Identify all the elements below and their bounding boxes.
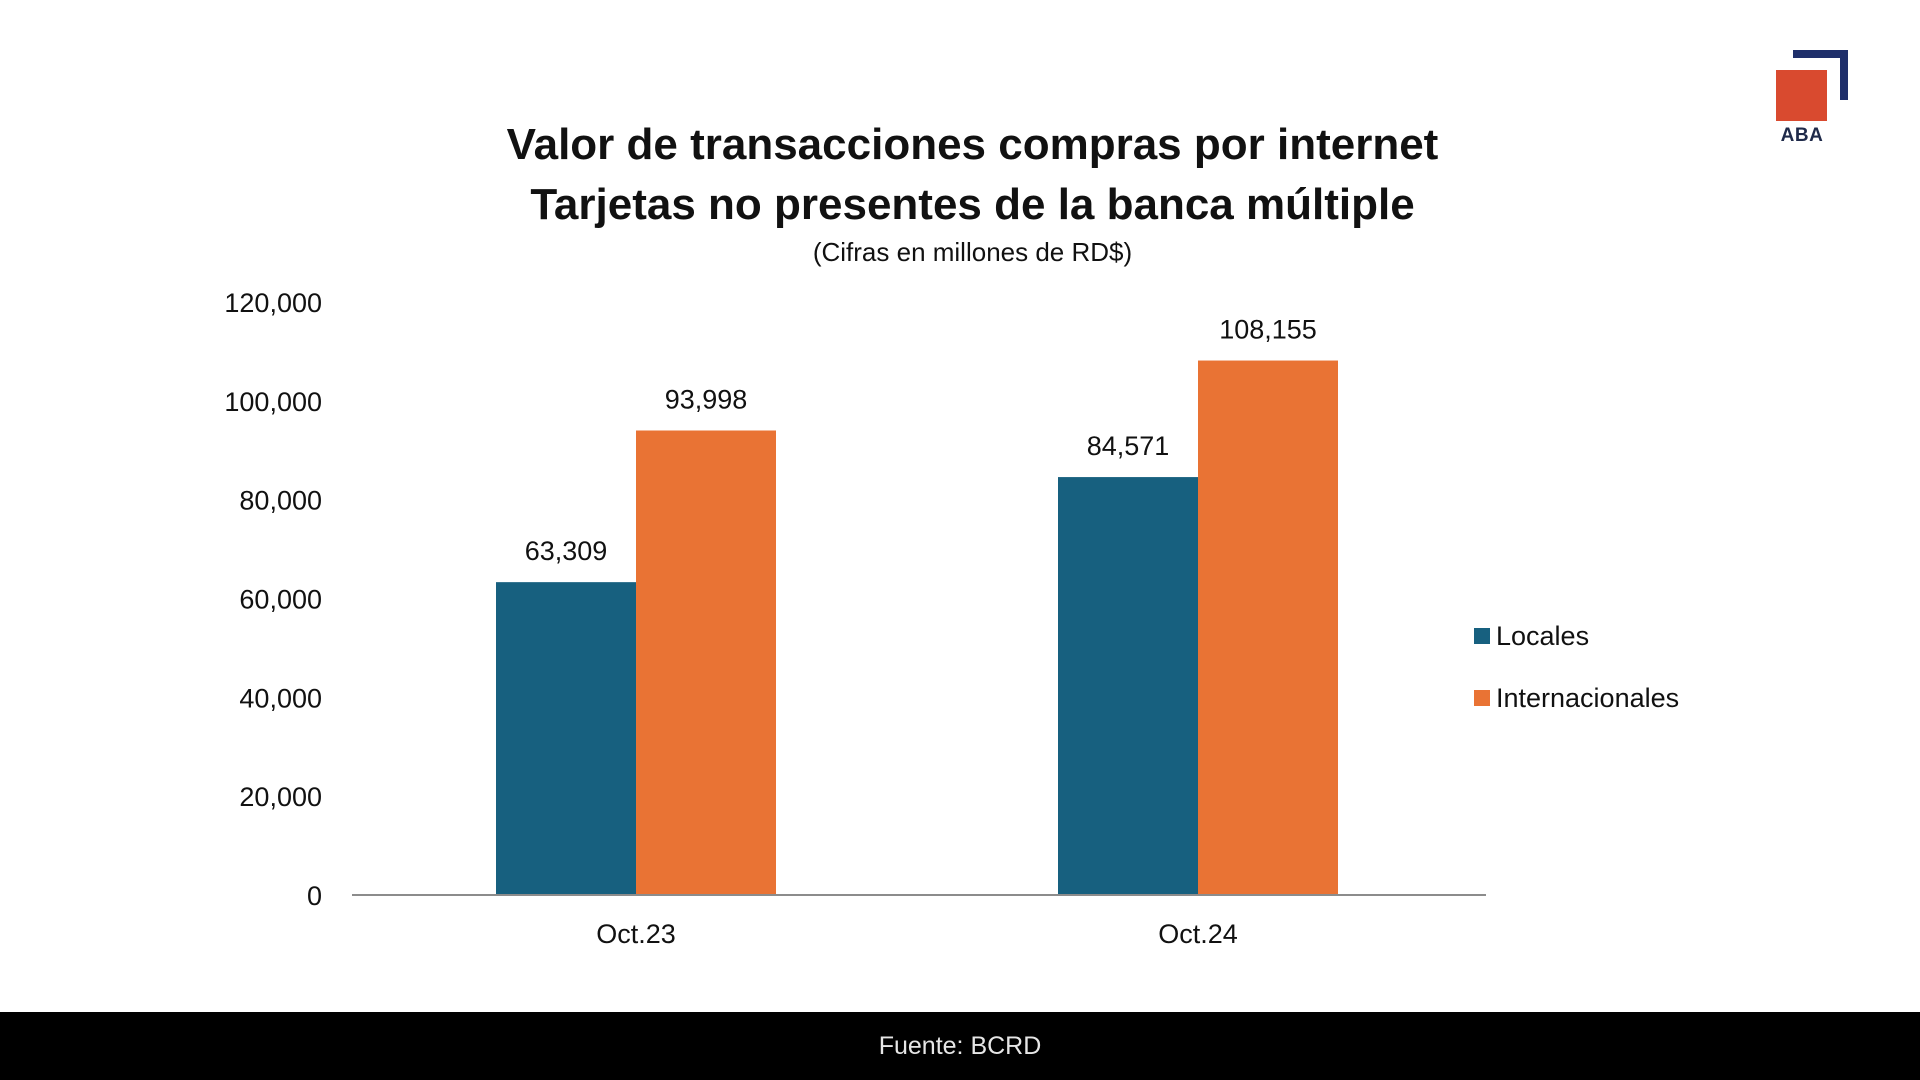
x-tick-label: Oct.23 (596, 919, 676, 949)
legend-label-locales: Locales (1496, 620, 1590, 651)
legend-swatch-locales (1474, 628, 1490, 644)
data-label: 63,309 (525, 536, 608, 566)
chart-subtitle: (Cifras en millones de RD$) (812, 237, 1133, 267)
chart-legend: Locales Internacionales (1474, 620, 1679, 744)
bar-internacionales-oct-24 (1198, 360, 1338, 895)
y-tick-label: 40,000 (239, 683, 322, 713)
legend-item-locales: Locales (1474, 620, 1679, 652)
x-tick-label: Oct.24 (1158, 919, 1238, 949)
y-tick-label: 100,000 (224, 387, 322, 417)
footer-source: Fuente: BCRD (878, 1031, 1042, 1060)
chart-title: Valor de transacciones compras por inter… (0, 115, 1920, 235)
legend-label-internacionales: Internacionales (1496, 682, 1680, 713)
y-tick-label: 0 (307, 881, 322, 911)
bar-locales-oct-23 (496, 582, 636, 895)
bar-locales-oct-24 (1058, 477, 1198, 895)
data-label: 84,571 (1087, 431, 1170, 461)
footer-bar: Fuente: BCRD (0, 1012, 1920, 1080)
legend-swatch-internacionales (1474, 690, 1490, 706)
bar-chart: 0 20,000 40,000 60,000 80,000 100,000 120,000 6… (224, 288, 1486, 949)
y-tick-label: 60,000 (239, 585, 322, 615)
legend-item-internacionales: Internacionales (1474, 682, 1679, 714)
chart-title-line-2: Tarjetas no presentes de la banca múltip… (530, 180, 1415, 229)
logo-square (1776, 70, 1827, 121)
bar-internacionales-oct-23 (636, 430, 776, 895)
logo-text: ABA (1780, 125, 1824, 146)
data-label: 108,155 (1219, 315, 1317, 345)
logo-bracket-top (1793, 50, 1848, 58)
data-label: 93,998 (665, 384, 748, 414)
aba-logo: ABA (1772, 50, 1848, 146)
chart-title-line-1: Valor de transacciones compras por inter… (506, 120, 1439, 169)
logo-bracket-side (1840, 50, 1848, 100)
y-tick-label: 80,000 (239, 486, 322, 516)
y-tick-label: 20,000 (239, 782, 322, 812)
y-tick-label: 120,000 (224, 288, 322, 318)
